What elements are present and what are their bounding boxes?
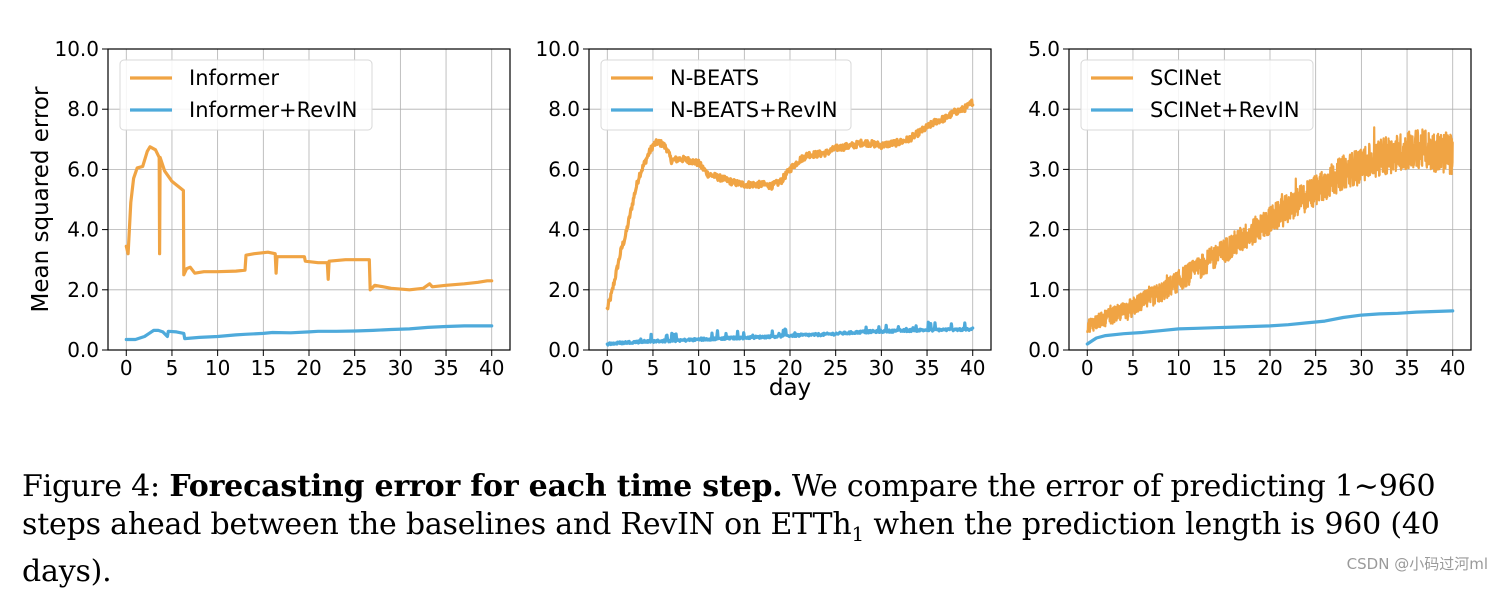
series-line-1 [605, 98, 975, 311]
y-tick-label: 4.0 [1028, 97, 1060, 121]
x-tick-label: 35 [433, 356, 458, 380]
legend-label-1: N-BEATS [670, 66, 759, 90]
x-tick-label: 0 [601, 356, 614, 380]
y-tick-label: 3.0 [1028, 157, 1060, 181]
y-tick-label: 8.0 [548, 97, 580, 121]
legend: Informer Informer+RevIN [119, 59, 373, 131]
caption-prefix: Figure 4: [22, 469, 170, 504]
legend-box [1080, 59, 1314, 131]
caption-text-2: when the prediction length is 960 (40 da… [22, 507, 1440, 589]
x-tick-label: 30 [388, 356, 413, 380]
x-tick-label: 15 [251, 356, 276, 380]
series-line-1 [1086, 126, 1454, 333]
x-tick-label: 5 [647, 356, 660, 380]
series-line-2 [124, 324, 494, 342]
x-tick-label: 20 [296, 356, 321, 380]
x-tick-label: 25 [342, 356, 367, 380]
x-tick-label: 40 [960, 356, 985, 380]
y-tick-label: 0.0 [548, 338, 580, 362]
x-tick-label: 25 [1303, 356, 1328, 380]
y-tick-label: 2.0 [1028, 218, 1060, 242]
y-tick-label: 6.0 [67, 157, 99, 181]
y-tick-label: 1.0 [1028, 278, 1060, 302]
x-tick-label: 15 [1212, 356, 1237, 380]
x-tick-label: 35 [914, 356, 939, 380]
y-tick-label: 2.0 [67, 278, 99, 302]
x-tick-label: 35 [1394, 356, 1419, 380]
x-tick-label: 5 [166, 356, 179, 380]
caption-text-1: We compare the error of predicting 1∼960… [22, 469, 1436, 542]
y-tick-label: 0.0 [1028, 338, 1060, 362]
x-tick-label: 25 [823, 356, 848, 380]
legend-box [600, 59, 852, 131]
caption-subscript: 1 [851, 522, 865, 546]
x-axis-label: day [769, 375, 811, 401]
chart-panel-1: 0 5 10 15 20 25 30 35 40 0.0 2.0 4.0 6.0 8.0 10.0 Mean … [28, 37, 511, 380]
legend-label-2: SCINet+RevIN [1150, 98, 1300, 122]
y-tick-label: 10.0 [535, 37, 580, 61]
y-tick-label: 4.0 [67, 218, 99, 242]
y-tick-label: 10.0 [54, 37, 99, 61]
series-line-2 [605, 320, 975, 347]
x-tick-label: 40 [479, 356, 504, 380]
x-tick-label: 30 [1349, 356, 1374, 380]
series-line-2 [1085, 309, 1455, 346]
figure: 0 5 10 15 20 25 30 35 40 0.0 2.0 4.0 6.0 8.0 10.0 Mean … [28, 37, 1472, 401]
x-tick-label: 20 [1257, 356, 1282, 380]
chart-panel-2: 0 5 10 15 20 25 30 35 40 0.0 2.0 4.0 6.0 8.0 10.0 day N-… [535, 37, 992, 401]
caption-bold: Forecasting error for each time step. [169, 469, 783, 504]
figure-caption: Figure 4: Forecasting error for each tim… [22, 468, 1482, 591]
legend: SCINet SCINet+RevIN [1080, 59, 1314, 131]
y-tick-label: 2.0 [548, 278, 580, 302]
y-axis-label: Mean squared error [28, 86, 54, 312]
y-tick-label: 5.0 [1028, 37, 1060, 61]
x-tick-label: 10 [1166, 356, 1191, 380]
x-tick-label: 0 [120, 356, 133, 380]
series-line-1 [124, 145, 494, 292]
legend-label-2: Informer+RevIN [189, 98, 358, 122]
watermark: CSDN @小码过河ml [1346, 555, 1488, 573]
y-tick-label: 0.0 [67, 338, 99, 362]
x-tick-label: 10 [686, 356, 711, 380]
legend: N-BEATS N-BEATS+RevIN [600, 59, 852, 131]
x-tick-label: 0 [1081, 356, 1094, 380]
legend-label-1: SCINet [1150, 66, 1221, 90]
chart-panel-3: 0 5 10 15 20 25 30 35 40 0.0 1.0 2.0 3.0 4.0 5.0 SCINet… [1028, 37, 1472, 380]
legend-box [119, 59, 373, 131]
x-tick-label: 20 [777, 356, 802, 380]
x-tick-label: 30 [869, 356, 894, 380]
y-tick-label: 4.0 [548, 218, 580, 242]
x-tick-label: 5 [1127, 356, 1140, 380]
legend-label-2: N-BEATS+RevIN [670, 98, 838, 122]
y-tick-label: 8.0 [67, 97, 99, 121]
x-tick-label: 10 [205, 356, 230, 380]
y-tick-label: 6.0 [548, 157, 580, 181]
legend-label-1: Informer [189, 66, 279, 90]
x-tick-label: 15 [732, 356, 757, 380]
x-tick-label: 40 [1440, 356, 1465, 380]
